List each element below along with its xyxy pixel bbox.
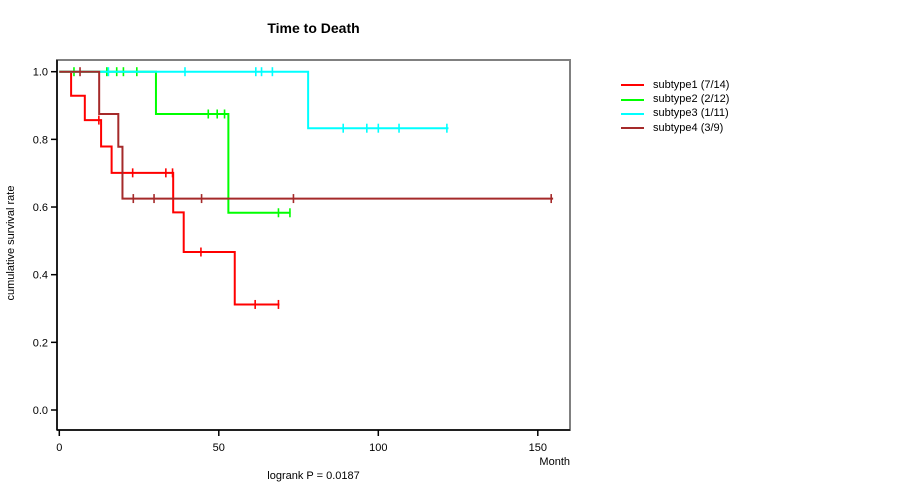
chart-title: Time to Death [267, 20, 360, 36]
legend-item-subtype1: subtype1 (7/14) [621, 78, 729, 92]
y-tick-label: 0.4 [33, 270, 48, 282]
y-tick-label: 1.0 [33, 67, 48, 79]
x-tick-label: 0 [56, 442, 62, 454]
x-tick-label: 100 [369, 442, 387, 454]
survival-curve-subtype1 [59, 70, 280, 306]
legend-label-subtype2: subtype2 (2/12) [653, 93, 730, 106]
x-tick-label: 150 [529, 442, 547, 454]
survival-curve-subtype2 [59, 70, 291, 214]
x-tick-label: 50 [213, 442, 225, 454]
legend-item-subtype2: subtype2 (2/12) [621, 92, 729, 106]
y-tick-label: 0.6 [33, 202, 48, 214]
x-axis-title: Month [539, 456, 570, 468]
legend-line-icon-subtype4 [621, 127, 644, 130]
y-tick-label: 0.0 [33, 405, 48, 417]
legend-label-subtype1: subtype1 (7/14) [653, 78, 730, 91]
y-tick-label: 0.2 [33, 337, 48, 349]
legend-item-subtype3: subtype3 (1/11) [621, 107, 729, 121]
y-tick-label: 0.8 [33, 134, 48, 146]
legend-line-icon-subtype2 [621, 98, 644, 101]
survival-curve-subtype4 [59, 70, 554, 200]
plot-box [56, 59, 571, 431]
legend-line-icon-subtype1 [621, 84, 644, 87]
legend-item-subtype4: subtype4 (3/9) [621, 121, 729, 135]
legend-label-subtype3: subtype3 (1/11) [653, 107, 729, 120]
y-axis-title: cumulative survival rate [5, 185, 17, 301]
logrank-annotation: logrank P = 0.0187 [267, 470, 360, 482]
legend: subtype1 (7/14) subtype2 (2/12) subtype3… [621, 78, 729, 136]
legend-line-icon-subtype3 [621, 112, 644, 115]
legend-label-subtype4: subtype4 (3/9) [653, 121, 724, 134]
